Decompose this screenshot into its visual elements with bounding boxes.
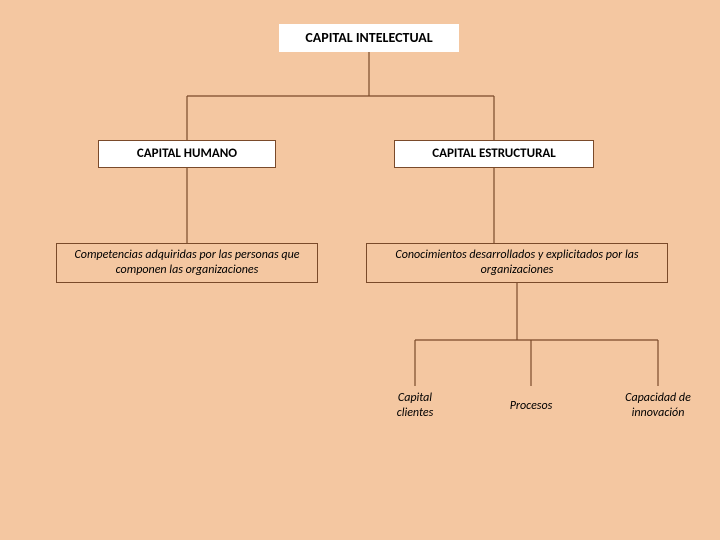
node-label: Competencias adquiridas por las personas… [65, 248, 309, 278]
node-humano-description: Competencias adquiridas por las personas… [56, 243, 318, 283]
node-estructural-description: Conocimientos desarrollados y explicitad… [366, 243, 668, 283]
node-label: Conocimientos desarrollados y explicitad… [375, 248, 659, 278]
node-procesos: Procesos [492, 386, 570, 426]
node-label: Capital clientes [384, 391, 446, 421]
node-capacidad-innovacion: Capacidad de innovación [608, 386, 708, 426]
node-label: Procesos [510, 399, 553, 414]
node-label: CAPITAL HUMANO [137, 146, 237, 162]
node-label: CAPITAL ESTRUCTURAL [432, 146, 556, 162]
node-capital-intelectual: CAPITAL INTELECTUAL [279, 24, 459, 52]
node-label: Capacidad de innovación [616, 391, 700, 421]
node-capital-humano: CAPITAL HUMANO [98, 140, 276, 168]
node-capital-estructural: CAPITAL ESTRUCTURAL [394, 140, 594, 168]
node-label: CAPITAL INTELECTUAL [305, 29, 432, 47]
node-capital-clientes: Capital clientes [376, 386, 454, 426]
